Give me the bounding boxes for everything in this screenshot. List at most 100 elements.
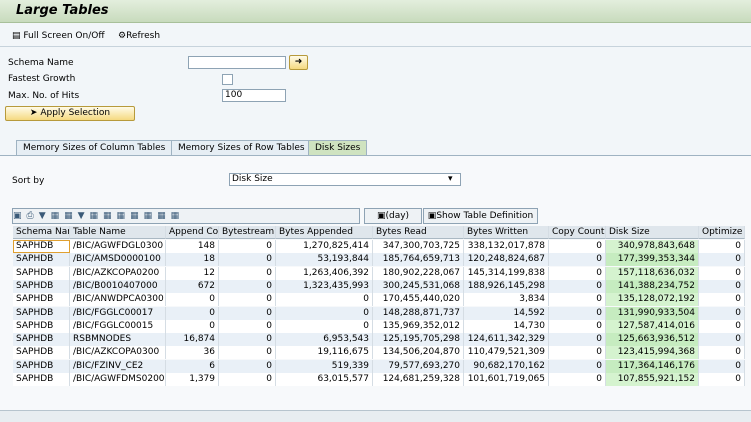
column-header[interactable]: Bytes Written [464, 226, 549, 239]
table-cell: 672 [166, 279, 219, 293]
table-cell: 125,195,705,298 [373, 333, 464, 347]
max-hits-label: Max. No. of Hits [8, 91, 80, 101]
table-cell: 170,455,440,020 [373, 293, 464, 307]
table-cell: SAPHDB [13, 333, 70, 347]
h-scrollbar[interactable] [0, 410, 751, 422]
table-cell: 124,681,259,328 [373, 373, 464, 386]
table-cell: 124,611,342,329 [464, 333, 549, 347]
refresh-button[interactable]: ⚙Refresh [118, 31, 161, 41]
sort-select[interactable]: Disk Size [229, 173, 461, 186]
table-cell: /BIC/AZKCOPA0300 [70, 346, 166, 360]
table-cell: /BIC/B0010407000 [70, 279, 166, 293]
table-cell: 0 [549, 373, 606, 386]
table-cell: 6 [166, 359, 219, 373]
tab[interactable]: Memory Sizes of Row Tables [171, 140, 312, 156]
column-header[interactable]: Disk Size [606, 226, 699, 239]
table-cell: 0 [549, 253, 606, 267]
table-cell: 0 [219, 279, 276, 293]
table-cell: 0 [219, 319, 276, 333]
table-cell: 145,314,199,838 [464, 266, 549, 280]
table-cell: /BIC/FGGLC00015 [70, 319, 166, 333]
table-cell: 0 [699, 346, 745, 360]
table-cell: 0 [219, 359, 276, 373]
table-cell: 0 [276, 319, 373, 333]
table-cell: 135,128,072,192 [606, 293, 699, 307]
column-header[interactable]: Bytes Appended [276, 226, 373, 239]
tab[interactable]: Disk Sizes [308, 140, 368, 156]
table-cell: SAPHDB [13, 279, 70, 293]
table-cell: 18 [166, 253, 219, 267]
grid-icons[interactable]: ▣⎙▼▦▦▼▦▦▦▦▦▦▦ [12, 208, 360, 224]
table-cell: 0 [549, 359, 606, 373]
table-cell: 123,415,994,368 [606, 346, 699, 360]
table-cell: 53,193,844 [276, 253, 373, 267]
table-cell: /BIC/ANWDPCA0300 [70, 293, 166, 307]
table-cell: 0 [549, 319, 606, 333]
table-cell: 519,339 [276, 359, 373, 373]
table-cell: 101,601,719,065 [464, 373, 549, 386]
table-cell: 0 [219, 373, 276, 386]
table-cell: 0 [699, 279, 745, 293]
table-cell: 0 [219, 240, 276, 253]
table-cell: 0 [219, 306, 276, 320]
table-cell: 177,399,353,344 [606, 253, 699, 267]
table-cell: 0 [166, 306, 219, 320]
table-cell: 185,764,659,713 [373, 253, 464, 267]
table-cell: 340,978,843,648 [606, 240, 699, 253]
schema-input[interactable] [188, 56, 286, 69]
table-cell: 0 [699, 333, 745, 347]
column-header[interactable]: Bytes Read [373, 226, 464, 239]
table-cell: /BIC/FZINV_CE2 [70, 359, 166, 373]
show-definition-button[interactable]: ▣Show Table Definition [423, 208, 538, 224]
table-cell: 6,953,543 [276, 333, 373, 347]
table-cell: 16,874 [166, 333, 219, 347]
title-bar: Large Tables [0, 0, 751, 23]
table-cell: SAPHDB [13, 240, 70, 253]
table-cell: 120,248,824,687 [464, 253, 549, 267]
table-cell: 1,263,406,392 [276, 266, 373, 280]
table-cell: SAPHDB [13, 253, 70, 267]
table-cell: /BIC/AMSD0000100 [70, 253, 166, 267]
table-cell: 338,132,017,878 [464, 240, 549, 253]
max-hits-input[interactable]: 100 [222, 89, 286, 102]
table-cell: 0 [276, 293, 373, 307]
fastest-growth-checkbox[interactable] [222, 74, 233, 85]
apply-button[interactable]: ➤ Apply Selection [5, 106, 135, 121]
day-button[interactable]: ▣(day) [364, 208, 422, 224]
table-cell: 148 [166, 240, 219, 253]
refresh-label: Refresh [126, 31, 161, 41]
table-cell: 19,116,675 [276, 346, 373, 360]
table-cell: 63,015,577 [276, 373, 373, 386]
table-cell: 148,288,871,737 [373, 306, 464, 320]
column-header[interactable]: Optimize C [699, 226, 745, 239]
table-cell: 0 [166, 293, 219, 307]
table-cell: /BIC/AZKCOPA0200 [70, 266, 166, 280]
table-cell: 0 [699, 266, 745, 280]
column-header[interactable]: Bytestream [219, 226, 276, 239]
table-cell: 347,300,703,725 [373, 240, 464, 253]
dropdown-arrow: ▾ [448, 174, 453, 184]
separator [0, 46, 751, 47]
table-cell: 0 [219, 266, 276, 280]
full-screen-label: Full Screen On/Off [23, 31, 105, 41]
table-cell: SAPHDB [13, 266, 70, 280]
full-screen-button[interactable]: ▤ Full Screen On/Off [12, 31, 105, 41]
column-header[interactable]: Append Cou [166, 226, 219, 239]
column-header[interactable]: Copy Count [549, 226, 606, 239]
sort-label: Sort by [12, 176, 45, 186]
column-header[interactable]: Schema Nam [13, 226, 70, 239]
table-cell: SAPHDB [13, 359, 70, 373]
table-cell: SAPHDB [13, 319, 70, 333]
column-header[interactable]: Table Name [70, 226, 166, 239]
table-cell: 125,663,936,512 [606, 333, 699, 347]
table-cell: 127,587,414,016 [606, 319, 699, 333]
f4-help[interactable]: ➜ [289, 55, 308, 70]
table-cell: 36 [166, 346, 219, 360]
apply-label: Apply Selection [40, 108, 111, 118]
table-cell: 117,364,146,176 [606, 359, 699, 373]
tab[interactable]: Memory Sizes of Column Tables [16, 140, 173, 156]
table-cell: 0 [219, 333, 276, 347]
table-cell: 0 [549, 240, 606, 253]
table-cell: SAPHDB [13, 306, 70, 320]
